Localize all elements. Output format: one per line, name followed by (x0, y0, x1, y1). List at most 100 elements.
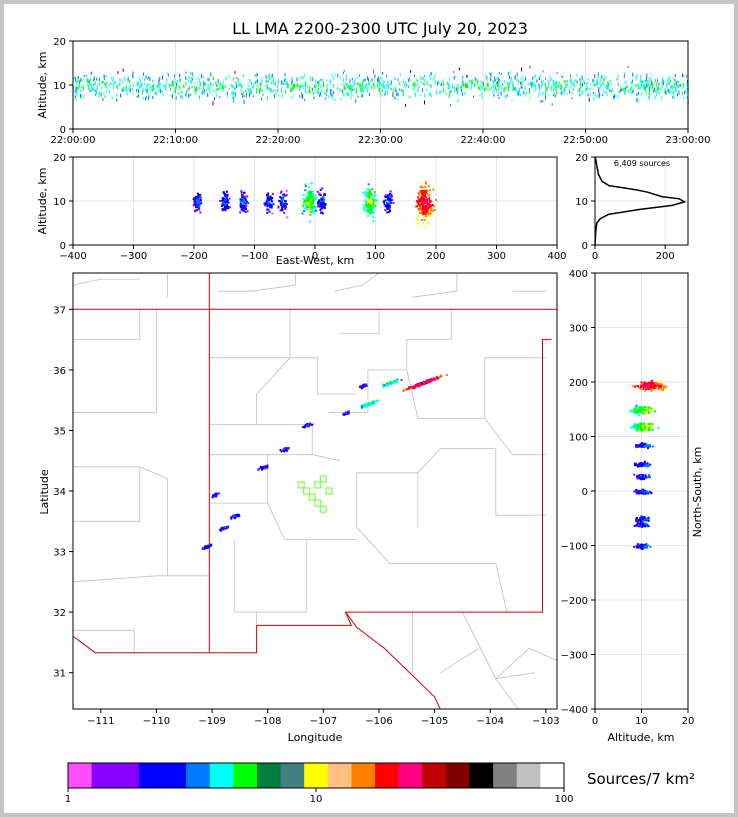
source-mark (421, 195, 424, 198)
source-mark (304, 73, 306, 77)
source-mark (237, 78, 239, 83)
source-mark (248, 87, 249, 92)
source-mark (265, 200, 268, 203)
source-mark (365, 83, 367, 88)
source-mark (428, 189, 431, 192)
source-mark (278, 94, 280, 97)
source-mark (199, 211, 202, 214)
source-mark (207, 546, 210, 549)
source-mark (634, 425, 636, 428)
north-south-ylabel: North-South, km (691, 447, 704, 538)
source-mark (242, 91, 244, 94)
source-mark (205, 89, 207, 93)
source-mark (409, 76, 410, 79)
source-mark (643, 478, 646, 480)
source-mark (239, 211, 242, 214)
source-mark (649, 84, 651, 87)
source-mark (457, 98, 459, 103)
source-mark (427, 194, 430, 197)
source-mark (526, 92, 528, 95)
colorbar-cell (68, 763, 92, 788)
source-mark (500, 87, 502, 90)
source-mark (462, 81, 464, 85)
altitude-time-panel: 22:00:00 22:10:00 22:20:00 22:30:00 22:40:00… (36, 37, 710, 146)
source-mark (79, 94, 81, 98)
longitude-tick-label: −104 (477, 716, 504, 727)
source-mark (383, 203, 386, 206)
source-mark (305, 87, 307, 90)
source-mark (244, 197, 247, 200)
source-mark (422, 206, 425, 209)
source-mark (647, 385, 650, 388)
source-mark (284, 90, 286, 94)
source-mark (382, 383, 385, 386)
source-mark (355, 77, 357, 80)
source-mark (424, 189, 427, 192)
source-mark (648, 96, 650, 100)
source-mark (240, 191, 243, 194)
source-mark (634, 410, 637, 413)
source-mark (123, 86, 125, 91)
source-mark (296, 77, 298, 82)
source-mark (540, 83, 542, 86)
source-mark (152, 79, 154, 82)
source-mark (646, 386, 649, 389)
source-mark (633, 463, 636, 465)
source-mark (391, 195, 393, 198)
source-mark (586, 82, 588, 86)
source-mark (646, 73, 648, 78)
source-mark (474, 77, 476, 82)
source-mark (648, 82, 650, 87)
source-mark (248, 84, 250, 87)
east-west-tick-label: 400 (547, 251, 566, 262)
source-mark (412, 82, 414, 87)
source-mark (217, 82, 219, 87)
source-mark (126, 82, 128, 85)
source-mark (684, 90, 686, 95)
source-mark (258, 89, 260, 93)
source-mark (111, 96, 113, 100)
source-mark (232, 514, 234, 517)
source-mark (213, 76, 214, 81)
source-mark (665, 90, 667, 95)
source-mark (263, 465, 266, 468)
east-west-tick-label: −400 (59, 251, 86, 262)
source-mark (221, 204, 223, 207)
source-mark (127, 77, 129, 82)
source-mark (77, 78, 79, 82)
north-south-tick-label: 300 (569, 324, 588, 335)
source-mark (141, 84, 143, 87)
source-mark (643, 443, 646, 446)
source-mark (99, 83, 101, 86)
source-mark (112, 78, 114, 82)
source-mark (312, 195, 315, 198)
source-mark (287, 82, 289, 86)
source-mark (425, 205, 428, 208)
source-mark (333, 76, 335, 80)
source-mark (369, 192, 372, 195)
source-mark (279, 191, 282, 194)
source-mark (264, 204, 267, 207)
source-mark (193, 81, 195, 84)
source-mark (281, 206, 284, 209)
source-mark (418, 199, 421, 202)
source-mark (174, 86, 176, 90)
source-mark (645, 546, 648, 549)
source-mark (167, 73, 169, 77)
source-mark (637, 465, 639, 468)
source-mark (365, 403, 368, 406)
source-mark (284, 79, 285, 83)
source-mark (343, 93, 345, 97)
source-mark (659, 92, 660, 95)
source-mark (553, 92, 555, 96)
source-mark (371, 400, 374, 403)
source-mark (601, 83, 602, 87)
source-mark (186, 90, 188, 95)
source-mark (496, 83, 498, 87)
plan-view-panel: −111 −110 −109 −108 −107 −106 −105 −104 −1033132… (38, 272, 560, 744)
source-mark (224, 198, 227, 201)
source-mark (222, 80, 224, 85)
source-mark (422, 211, 425, 213)
source-mark (311, 201, 314, 204)
source-mark (616, 78, 618, 81)
